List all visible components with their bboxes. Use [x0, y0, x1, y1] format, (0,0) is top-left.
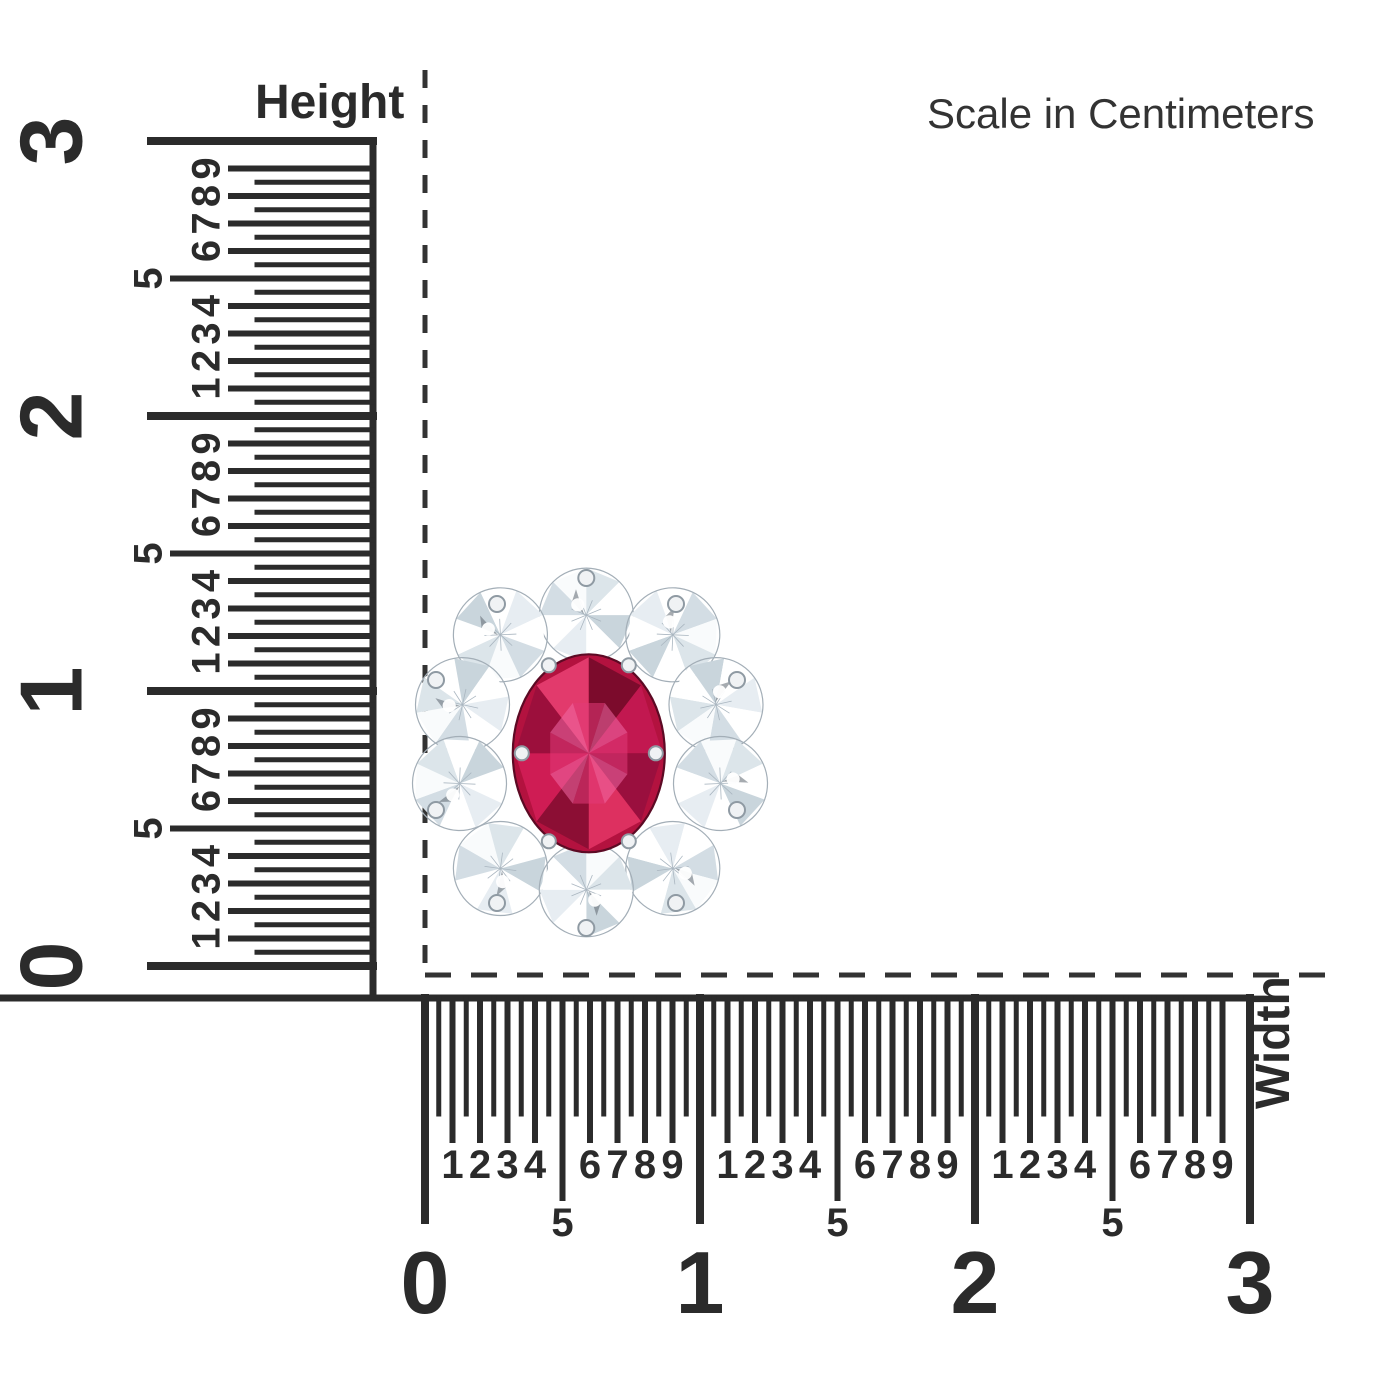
svg-text:1: 1: [991, 1143, 1013, 1187]
svg-text:1: 1: [185, 927, 229, 949]
svg-text:8: 8: [1184, 1143, 1206, 1187]
svg-text:0: 0: [401, 1233, 450, 1332]
svg-text:3: 3: [185, 872, 229, 894]
svg-text:9: 9: [661, 1143, 683, 1187]
svg-text:5: 5: [551, 1201, 573, 1245]
svg-text:2: 2: [951, 1233, 1000, 1332]
svg-text:7: 7: [881, 1143, 903, 1187]
svg-text:8: 8: [185, 735, 229, 757]
svg-text:9: 9: [185, 157, 229, 179]
svg-text:Width: Width: [1247, 976, 1300, 1109]
svg-text:3: 3: [1226, 1233, 1275, 1332]
svg-text:2: 2: [1, 392, 100, 441]
svg-text:3: 3: [185, 322, 229, 344]
svg-text:1: 1: [716, 1143, 738, 1187]
svg-text:7: 7: [606, 1143, 628, 1187]
svg-text:6: 6: [854, 1143, 876, 1187]
svg-text:8: 8: [185, 185, 229, 207]
svg-text:4: 4: [799, 1143, 822, 1187]
svg-text:1: 1: [185, 377, 229, 399]
svg-text:Height: Height: [255, 76, 404, 129]
svg-text:3: 3: [185, 597, 229, 619]
svg-text:3: 3: [496, 1143, 518, 1187]
svg-text:1: 1: [185, 652, 229, 674]
svg-text:2: 2: [185, 625, 229, 647]
svg-text:6: 6: [185, 790, 229, 812]
svg-text:5: 5: [1101, 1201, 1123, 1245]
svg-text:4: 4: [1074, 1143, 1097, 1187]
svg-text:6: 6: [185, 515, 229, 537]
svg-text:9: 9: [1211, 1143, 1233, 1187]
svg-text:2: 2: [185, 350, 229, 372]
svg-text:8: 8: [909, 1143, 931, 1187]
svg-text:8: 8: [634, 1143, 656, 1187]
svg-text:2: 2: [744, 1143, 766, 1187]
svg-text:Scale in Centimeters: Scale in Centimeters: [927, 90, 1315, 137]
svg-text:1: 1: [676, 1233, 725, 1332]
svg-text:9: 9: [185, 432, 229, 454]
svg-text:8: 8: [185, 460, 229, 482]
svg-text:3: 3: [1046, 1143, 1068, 1187]
svg-text:2: 2: [469, 1143, 491, 1187]
svg-text:7: 7: [185, 762, 229, 784]
svg-text:4: 4: [185, 844, 229, 867]
svg-text:6: 6: [579, 1143, 601, 1187]
svg-text:7: 7: [185, 487, 229, 509]
svg-text:7: 7: [1156, 1143, 1178, 1187]
svg-text:9: 9: [936, 1143, 958, 1187]
svg-text:0: 0: [1, 942, 100, 991]
svg-text:2: 2: [185, 900, 229, 922]
svg-text:5: 5: [127, 817, 171, 839]
svg-text:1: 1: [1, 667, 100, 716]
svg-text:4: 4: [185, 569, 229, 592]
svg-text:7: 7: [185, 212, 229, 234]
svg-text:2: 2: [1019, 1143, 1041, 1187]
svg-text:4: 4: [185, 294, 229, 317]
svg-text:4: 4: [524, 1143, 547, 1187]
svg-text:1: 1: [441, 1143, 463, 1187]
svg-text:5: 5: [127, 267, 171, 289]
svg-text:5: 5: [826, 1201, 848, 1245]
svg-text:3: 3: [1, 117, 100, 166]
svg-text:9: 9: [185, 707, 229, 729]
svg-text:6: 6: [185, 240, 229, 262]
svg-text:6: 6: [1129, 1143, 1151, 1187]
svg-text:3: 3: [771, 1143, 793, 1187]
svg-text:5: 5: [127, 542, 171, 564]
